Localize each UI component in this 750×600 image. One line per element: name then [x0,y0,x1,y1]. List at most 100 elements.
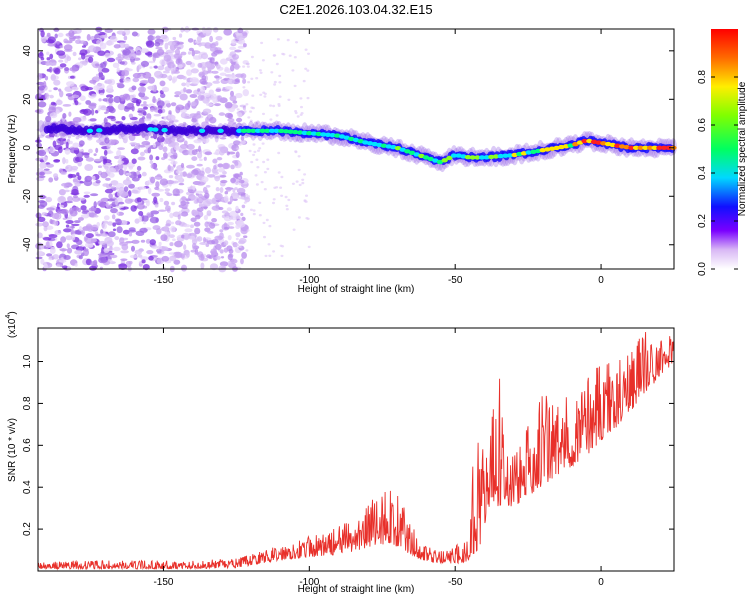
noise-blob [135,51,142,56]
noise-blob [137,254,143,258]
noise-blob [200,86,206,93]
noise-blob [167,164,171,172]
noise-blob [161,157,166,161]
noise-blob [78,149,83,152]
noise-blob [174,94,180,98]
noise-blob [249,110,253,113]
noise-blob [278,95,282,98]
noise-blob [254,174,258,177]
noise-blob [197,152,203,159]
noise-blob [134,249,142,255]
noise-blob [215,149,221,152]
noise-blob [121,69,130,77]
noise-blob [213,176,221,179]
noise-blob [65,164,73,172]
noise-blob [202,136,210,144]
noise-blob [43,170,53,175]
noise-blob [169,242,174,247]
noise-blob [45,115,52,123]
noise-blob [263,188,267,191]
noise-blob [196,181,205,186]
noise-blob [82,209,89,213]
noise-blob [169,255,177,262]
noise-blob [70,75,75,79]
noise-blob [39,171,45,176]
noise-blob [111,214,116,220]
noise-blob [167,114,171,119]
noise-blob [143,106,148,110]
noise-blob [43,225,48,232]
noise-blob [180,27,185,33]
snr-x-tick-label: 0 [598,577,604,588]
noise-blob [243,110,247,113]
noise-blob [280,175,284,179]
noise-blob [73,220,81,224]
noise-blob [277,151,281,155]
noise-blob [99,201,106,208]
noise-blob [90,238,94,244]
ridge-peak [450,153,458,158]
noise-blob [81,229,86,236]
colorbar-tick-label: 0.4 [697,166,708,180]
noise-blob [171,137,176,142]
noise-blob [263,95,267,98]
noise-blob [106,144,111,150]
noise-blob [49,146,56,154]
noise-blob [150,163,155,169]
snr-y-scale-label: (x104) [5,311,18,338]
noise-blob [68,140,73,145]
noise-blob [157,251,162,254]
noise-blob [141,132,146,139]
noise-blob [118,154,124,158]
noise-blob [66,265,71,271]
noise-blob [72,51,77,57]
noise-blob [204,151,213,156]
noise-blob [40,258,45,265]
noise-blob [159,197,164,203]
noise-blob [39,162,46,169]
noise-blob [120,250,129,254]
noise-blob [164,188,171,192]
noise-blob [249,119,253,123]
ridge-peak [287,129,294,134]
noise-blob [214,135,219,143]
noise-blob [126,162,135,169]
noise-blob [149,66,153,69]
ridge-peak [259,128,266,133]
noise-blob [89,79,97,84]
ridge-peak [483,155,490,160]
ridge-peak [492,154,500,159]
noise-blob [227,78,235,85]
noise-blob [98,240,107,245]
noise-blob [224,66,229,72]
noise-blob [101,222,107,230]
noise-blob [119,78,125,83]
noise-blob [173,251,181,255]
noise-blob [215,187,220,192]
noise-blob [61,182,69,187]
noise-blob [286,38,290,42]
noise-blob [108,172,115,178]
noise-blob [48,66,53,73]
noise-blob [298,183,302,187]
noise-blob [62,217,67,220]
noise-blob [109,107,116,114]
noise-blob [259,93,263,97]
noise-blob [272,250,276,253]
noise-blob [207,231,214,234]
noise-blob [124,198,133,204]
noise-blob [272,201,275,205]
noise-blob [174,91,182,96]
noise-blob [129,254,138,259]
noise-blob [59,141,64,146]
noise-blob [249,208,253,211]
ridge-peak [96,128,103,133]
noise-blob [226,151,230,156]
noise-blob [287,98,291,102]
noise-blob [41,212,48,216]
noise-blob [107,231,116,238]
noise-blob [278,81,282,84]
noise-blob [227,221,234,226]
noise-blob [38,175,46,178]
noise-blob [287,137,291,140]
